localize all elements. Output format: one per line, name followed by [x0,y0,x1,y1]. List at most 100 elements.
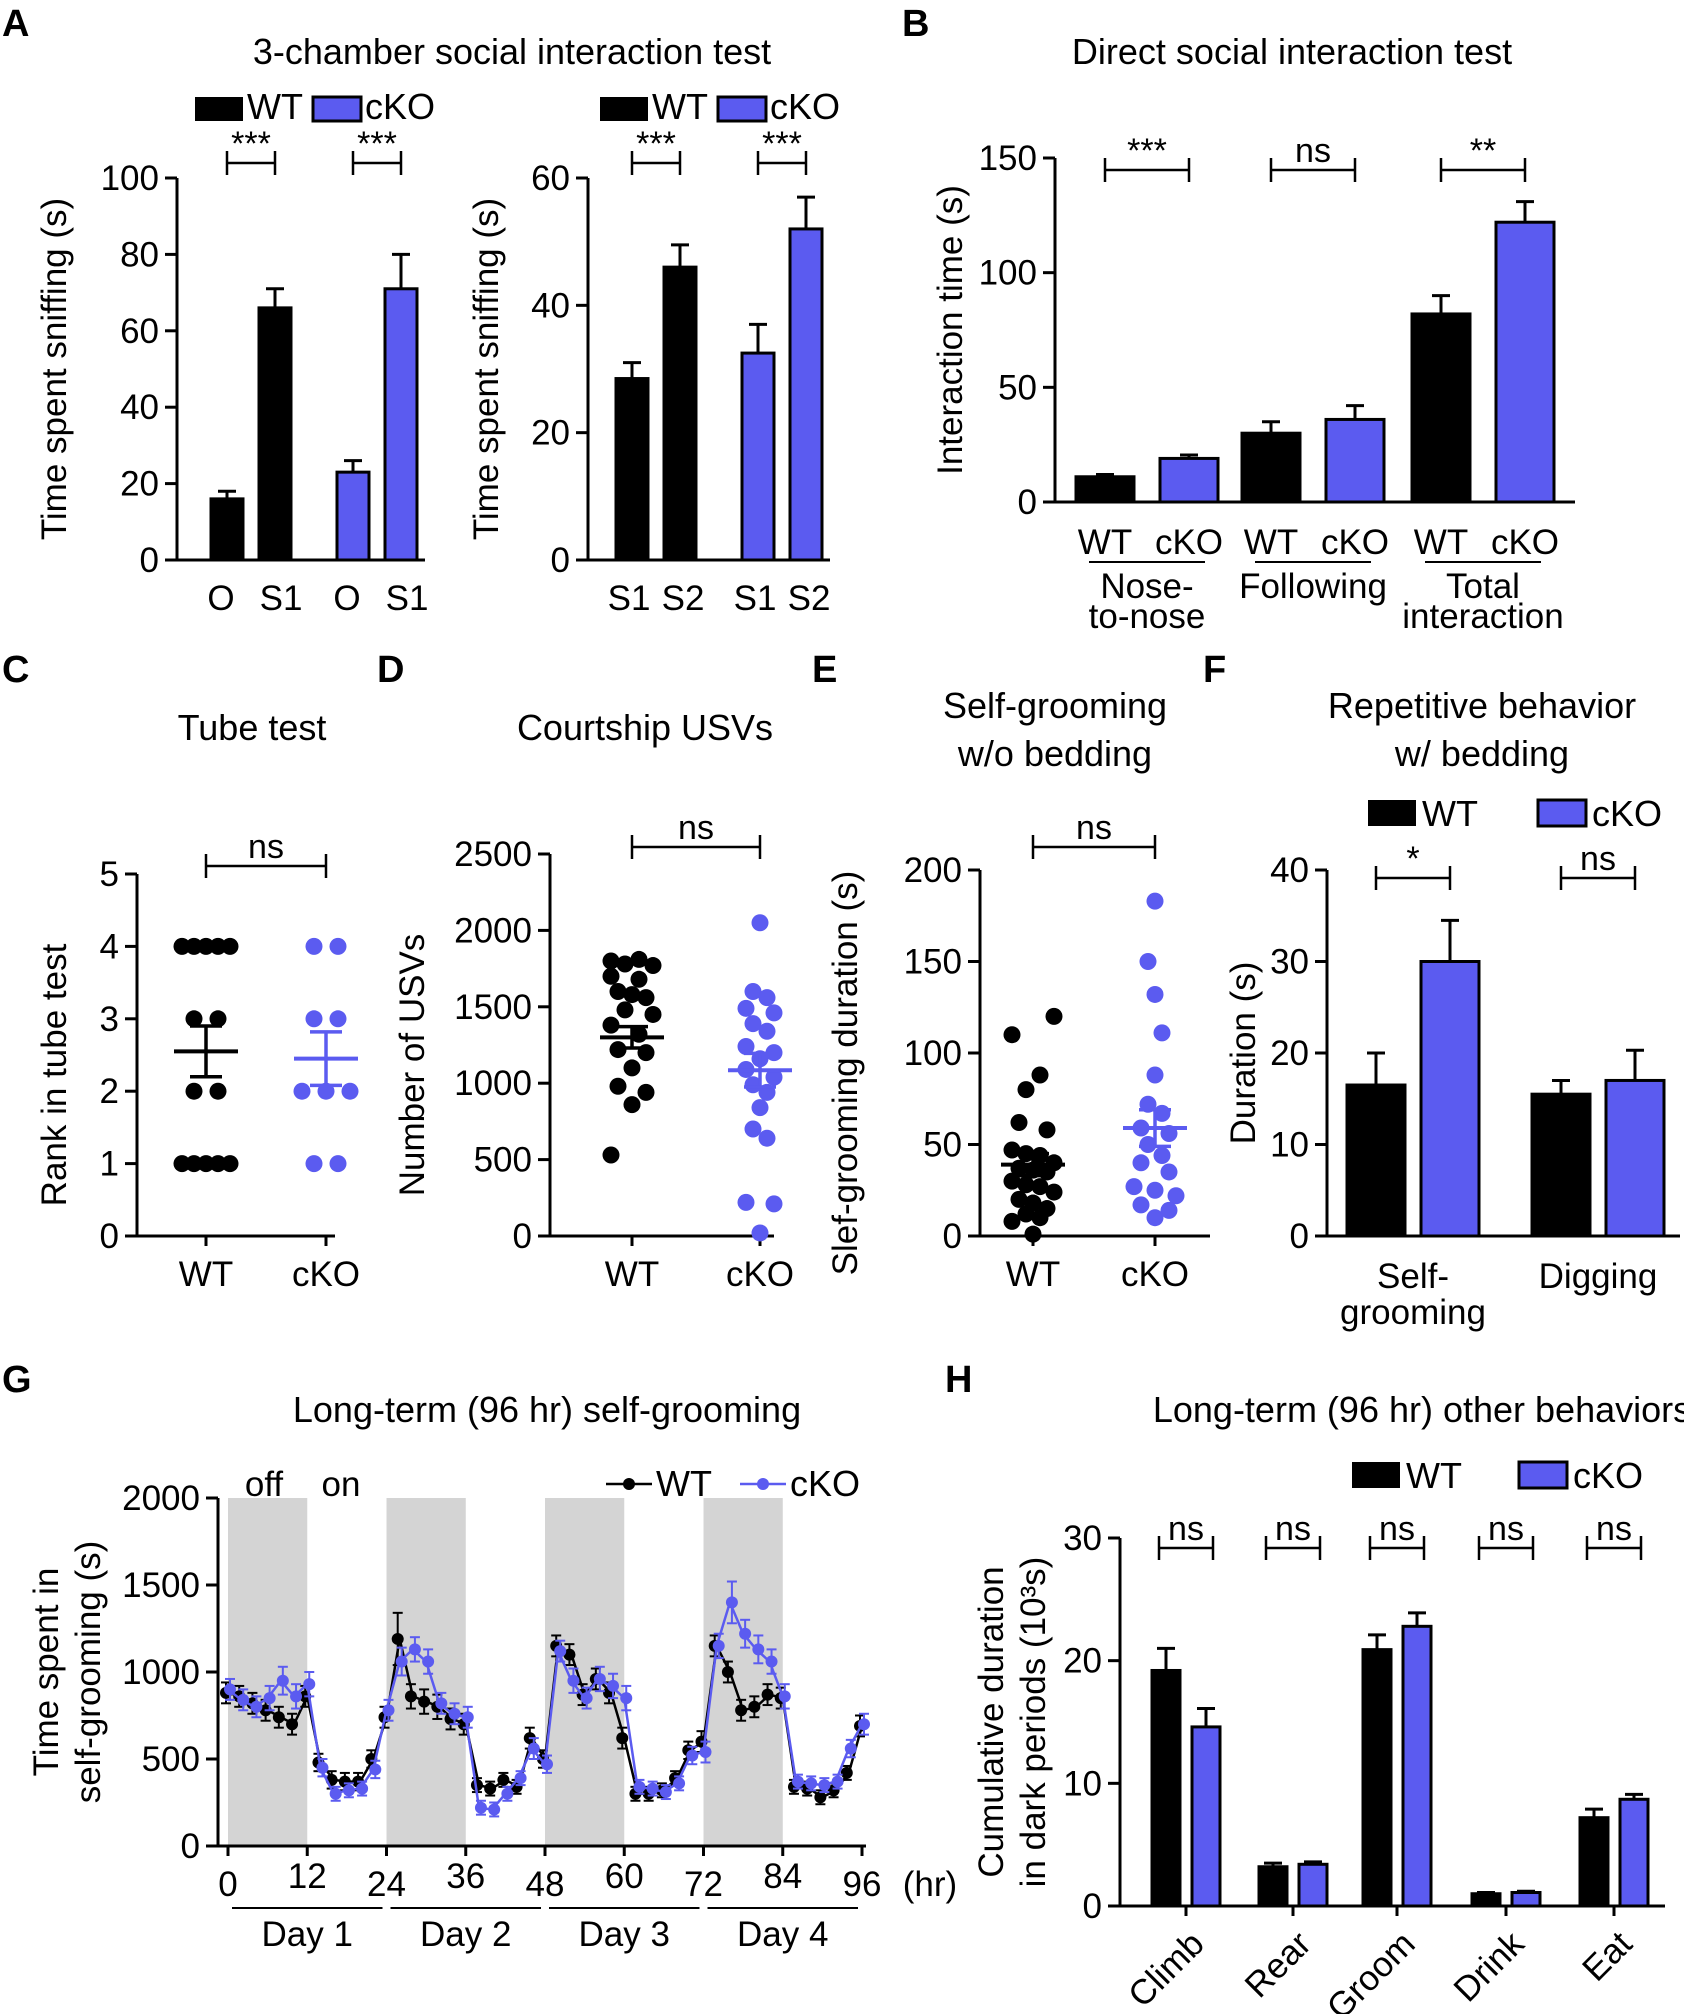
f-y-tick-label: 40 [1270,851,1309,890]
g-point-wt [616,1732,629,1745]
b-x-tick-label: cKO [1491,523,1559,562]
f-legend-wt-label: WT [1422,793,1478,834]
g-dark-period [228,1498,308,1846]
g-y-tick-label: 0 [181,1827,200,1866]
c-point [305,1010,323,1028]
h-bar-cko [1190,1725,1222,1908]
g-point-wt [418,1695,431,1708]
panel-c-title: Tube test [178,707,327,748]
g-x-tick-label: 96 [843,1865,882,1904]
e-point [1146,1209,1164,1227]
g-point-wt [748,1700,761,1713]
g-point-cko [831,1775,844,1788]
h-x-tick-label: Groom [1319,1924,1422,2014]
panel-f-title-line2: w/ bedding [1394,733,1569,774]
g-point-cko [752,1643,765,1656]
b-x-tick-label: cKO [1321,523,1389,562]
g-x-tick-label: 0 [218,1865,237,1904]
g-point-cko [686,1749,699,1762]
c-point [185,937,203,955]
b-group-label: Total [1446,567,1520,606]
d-point [737,999,755,1017]
d-x-tick-label: WT [605,1255,659,1294]
h-sig-label: ns [1596,1510,1632,1548]
g-x-unit: (hr) [903,1865,957,1904]
g-point-cko [435,1697,448,1710]
a1-bar [335,470,371,562]
g-legend-wt-label: WT [656,1463,712,1504]
g-y-label-line1: Time spent in [27,1568,66,1777]
g-x-tick-label: 12 [288,1857,327,1896]
d-point [758,989,776,1007]
e-point [1160,1163,1178,1181]
b-x-tick-label: WT [1414,523,1468,562]
g-point-cko [290,1690,303,1703]
c-y-label: Rank in tube test [35,943,74,1206]
g-day-label: Day 3 [579,1915,670,1954]
panel-label-f: F [1203,649,1226,691]
e-point [1031,1178,1049,1196]
g-point-cko [673,1777,686,1790]
g-point-wt [735,1704,748,1717]
f-sig-label: ns [1580,840,1616,878]
e-point [1017,1205,1035,1223]
b-y-tick-label: 100 [979,254,1037,293]
g-off-label: off [245,1465,284,1504]
b-bar-cko [1158,456,1220,504]
a1-bar [383,287,419,562]
g-point-cko [250,1700,263,1713]
a1-y-tick-label: 100 [101,159,159,198]
g-point-cko [276,1674,289,1687]
h-y-tick-label: 30 [1063,1519,1102,1558]
g-point-cko [567,1674,580,1687]
d-point [623,1059,641,1077]
h-x-tick-label: Drink [1446,1924,1532,2010]
e-y-tick-label: 0 [943,1217,962,1256]
a1-x-tick-label: O [333,579,360,618]
h-legend-wt-label: WT [1406,1455,1462,1496]
a2-legend-wt-label: WT [652,86,708,127]
g-point-cko [580,1692,593,1705]
e-point [1024,1225,1042,1243]
e-y-tick-label: 50 [923,1126,962,1165]
a1-legend-cko-label: cKO [365,86,435,127]
d-point [602,1016,620,1034]
d-point [765,1195,783,1213]
h-bar-wt [1361,1648,1393,1908]
panel-label-a: A [2,3,29,45]
g-point-wt [761,1688,774,1701]
e-point [1146,985,1164,1003]
a2-x-tick-label: S2 [662,579,705,618]
g-point-cko [620,1692,633,1705]
e-y-tick-label: 200 [904,851,962,890]
e-point [1003,1141,1021,1159]
g-y-tick-label: 1000 [122,1653,200,1692]
c-point [293,1082,311,1100]
g-point-cko [316,1761,329,1774]
e-point [1139,1136,1157,1153]
d-y-tick-label: 2000 [454,911,532,950]
c-point [341,1082,359,1100]
g-point-cko [659,1786,672,1799]
b-group-label: Nose- [1100,567,1193,606]
a2-legend-cko-swatch [716,95,768,123]
c-y-tick-label: 5 [100,855,119,894]
g-day-label: Day 2 [420,1915,511,1954]
b-group-label: interaction [1402,597,1563,636]
a1-x-tick-label: S1 [260,579,303,618]
e-point [1017,1176,1035,1194]
g-x-tick-label: 84 [763,1857,802,1896]
f-bar-wt [1345,1083,1407,1238]
e-point [1125,1178,1143,1196]
c-point [305,1155,323,1173]
h-bar-wt [1257,1865,1289,1908]
panel-d-title: Courtship USVs [517,707,773,748]
a1-sig-label: *** [231,125,271,163]
b-bar-cko [1324,417,1386,504]
b-x-tick-label: WT [1244,523,1298,562]
g-y-tick-label: 500 [142,1740,200,1779]
f-y-tick-label: 30 [1270,943,1309,982]
g-point-cko [501,1787,514,1800]
h-y-tick-label: 20 [1063,1642,1102,1681]
d-point [744,983,762,1001]
